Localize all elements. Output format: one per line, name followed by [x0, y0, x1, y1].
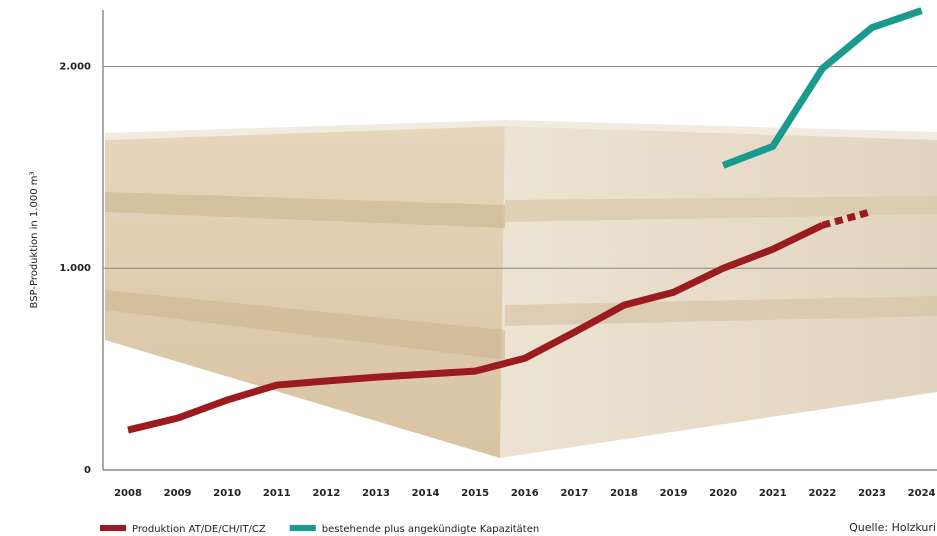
y-tick-label: 1.000	[59, 263, 91, 274]
wood-background	[105, 120, 937, 458]
x-tick-label: 2024	[908, 488, 936, 499]
x-tick-label: 2014	[412, 488, 440, 499]
series-line	[721, 7, 923, 169]
x-tick-label: 2010	[213, 488, 241, 499]
series-line	[127, 222, 824, 434]
legend-label: Produktion AT/DE/CH/IT/CZ	[132, 524, 266, 535]
y-tick-label: 2.000	[59, 61, 91, 72]
x-tick-label: 2013	[362, 488, 390, 499]
legend-label: bestehende plus angekündigte Kapazitäten	[322, 524, 539, 535]
x-tick-label: 2022	[808, 488, 836, 499]
x-tick-label: 2011	[263, 488, 291, 499]
x-tick-label: 2023	[858, 488, 886, 499]
x-tick-label: 2008	[114, 488, 142, 499]
legend-swatch	[289, 525, 316, 531]
x-tick-label: 2018	[610, 488, 638, 499]
x-tick-label: 2017	[560, 488, 588, 499]
x-tick-label: 2015	[461, 488, 489, 499]
y-axis-title: BSP-Produktion in 1.000 m³	[29, 172, 40, 309]
x-tick-label: 2009	[164, 488, 192, 499]
source: Quelle: Holzkuri	[849, 521, 936, 534]
x-tick-label: 2020	[709, 488, 737, 499]
x-tick-label: 2019	[660, 488, 688, 499]
y-tick-label: 0	[84, 465, 91, 476]
x-tick-label: 2016	[511, 488, 539, 499]
x-tick-label: 2012	[312, 488, 340, 499]
series-line-forecast	[821, 207, 873, 229]
x-tick-label: 2021	[759, 488, 787, 499]
legend-swatch	[100, 525, 126, 531]
